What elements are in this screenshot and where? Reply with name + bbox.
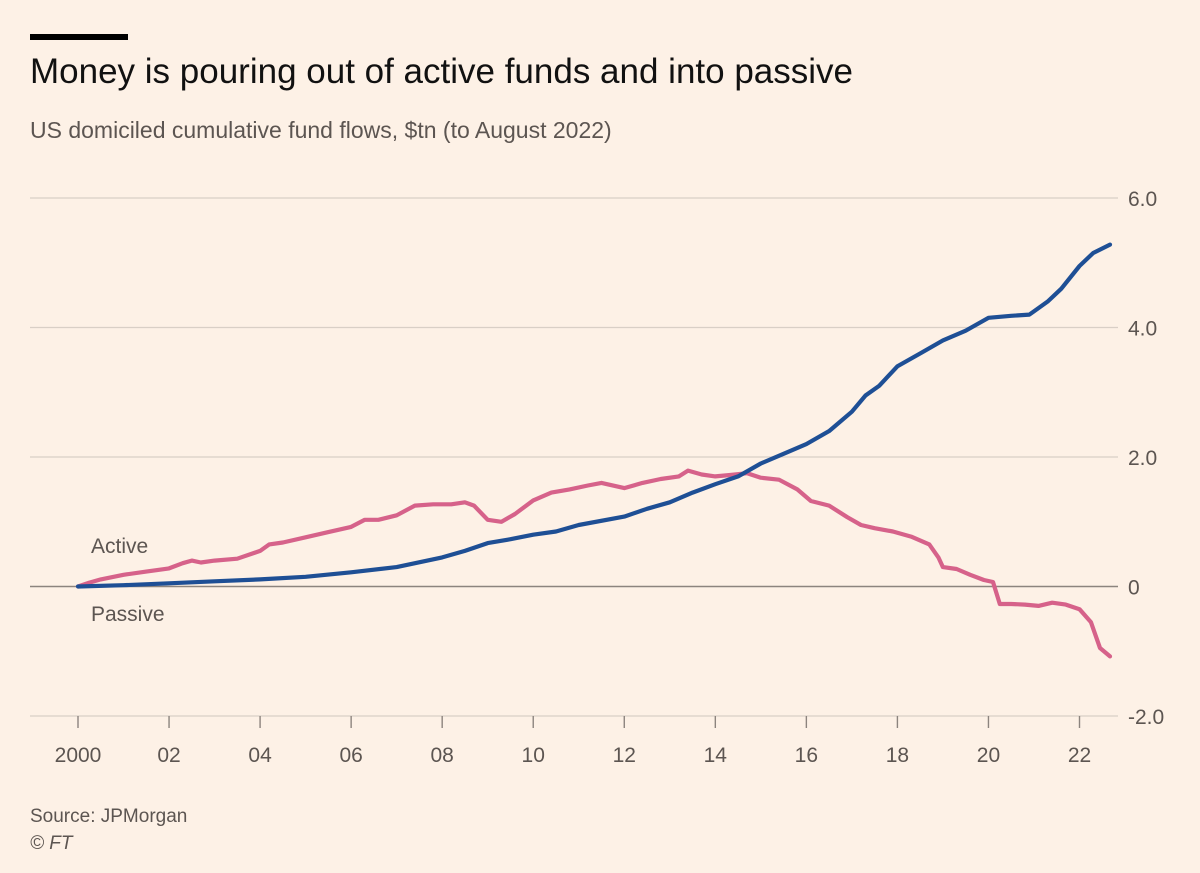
ft-top-rule	[30, 34, 128, 40]
y-tick-label: 6.0	[1128, 188, 1157, 211]
x-tick-label: 12	[613, 744, 636, 767]
x-tick-label: 04	[248, 744, 272, 767]
x-tick-label: 06	[339, 744, 362, 767]
x-tick-label: 2000	[55, 744, 102, 767]
x-tick-label: 16	[795, 744, 818, 767]
gridlines	[30, 197, 1118, 717]
x-tick-label: 02	[157, 744, 180, 767]
ft-credit: © FT	[30, 833, 73, 854]
chart-subtitle: US domiciled cumulative fund flows, $tn …	[30, 117, 612, 143]
x-tick-label: 08	[431, 744, 454, 767]
x-tick-label: 14	[704, 744, 728, 767]
axes: -2.0 0 2.0 4.0 6.0 2000 02 04 06 08 10 12 14 16 18 20 22	[55, 188, 1165, 767]
x-tick-label: 22	[1068, 744, 1091, 767]
series-lines	[75, 242, 1113, 659]
passive-series-label: Passive	[91, 603, 165, 626]
source-note: Source: JPMorgan	[30, 806, 188, 827]
x-tick-label: 18	[886, 744, 909, 767]
y-tick-label: 2.0	[1128, 447, 1157, 470]
active-series-line	[75, 468, 1113, 659]
y-tick-label: -2.0	[1128, 706, 1164, 729]
y-tick-label: 0	[1128, 577, 1140, 600]
active-series-label: Active	[91, 535, 148, 558]
series-labels: Active Passive	[91, 535, 165, 626]
x-tick-label: 20	[977, 744, 1000, 767]
y-tick-label: 4.0	[1128, 318, 1157, 341]
chart-title: Money is pouring out of active funds and…	[30, 52, 853, 91]
x-tick-label: 10	[522, 744, 545, 767]
passive-series-line	[75, 242, 1113, 589]
